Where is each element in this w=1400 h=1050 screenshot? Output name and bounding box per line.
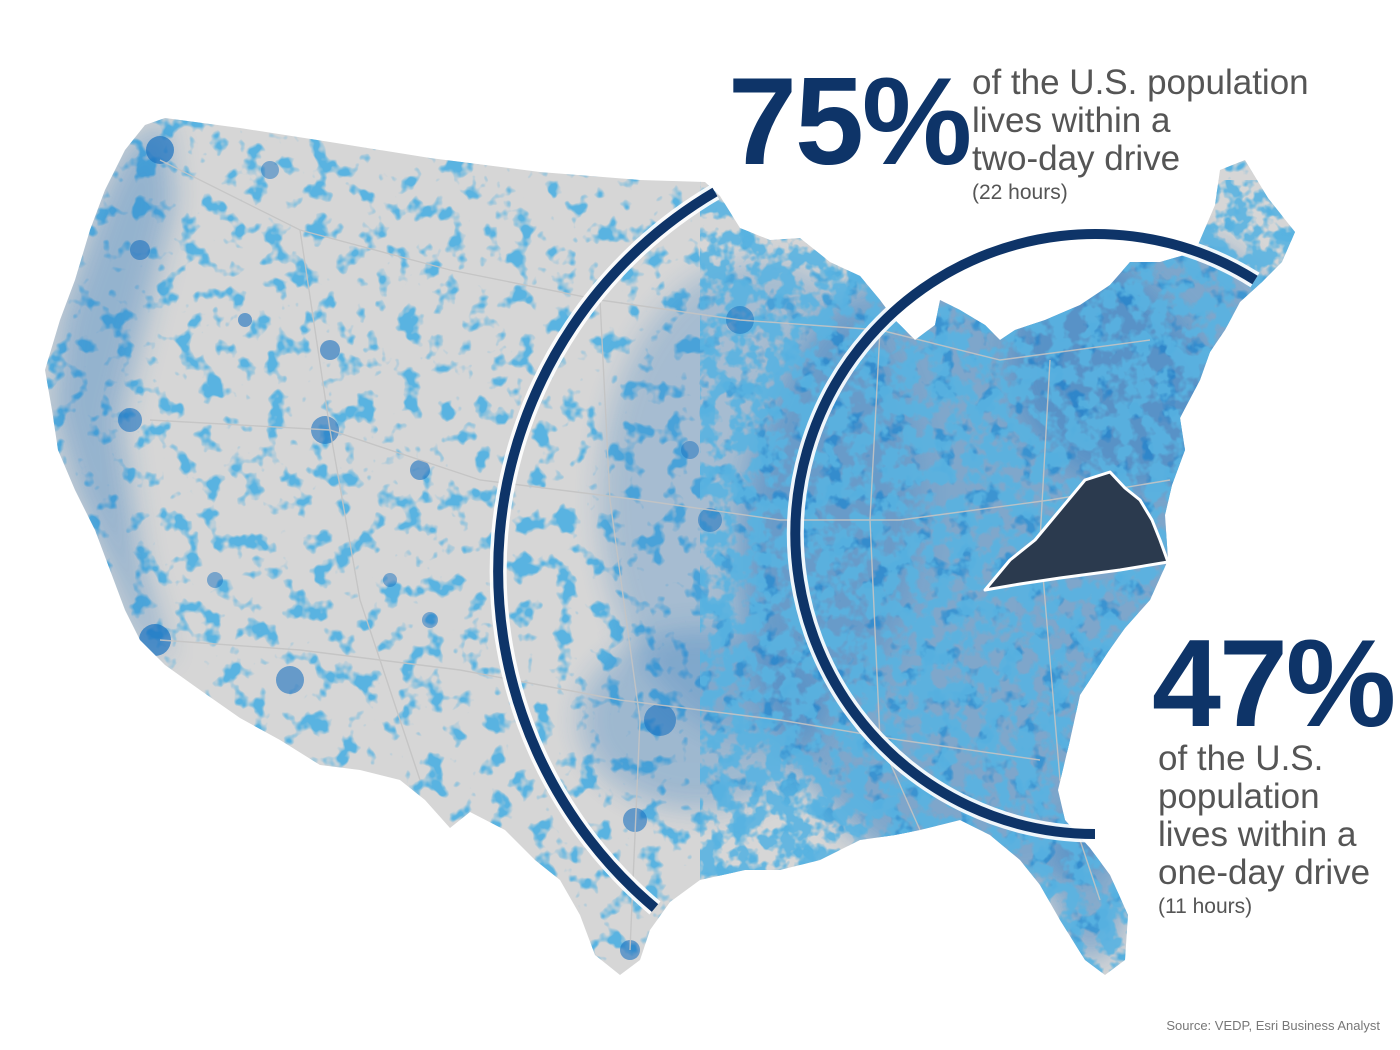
source-credit: Source: VEDP, Esri Business Analyst — [1166, 1018, 1380, 1033]
two-day-drive-ring — [489, 184, 720, 915]
virginia-shape — [983, 470, 1170, 592]
two-day-hours-note: (22 hours) — [972, 181, 1068, 204]
one-day-drive-percent: 47% — [1152, 615, 1396, 753]
two-day-drive-percent: 75% — [728, 53, 972, 191]
one-day-drive-description: of the U.S. population lives within a on… — [1158, 740, 1370, 922]
two-day-line-3: two-day drive — [972, 139, 1181, 178]
two-day-line-2: lives within a — [972, 101, 1171, 140]
one-day-line-2: population — [1158, 777, 1320, 816]
one-day-line-4: one-day drive — [1158, 853, 1371, 892]
one-day-line-1: of the U.S. — [1158, 739, 1324, 778]
one-day-hours-note: (11 hours) — [1158, 895, 1253, 918]
two-day-drive-description: of the U.S. population lives within a tw… — [972, 64, 1309, 208]
one-day-line-3: lives within a — [1158, 815, 1357, 854]
one-day-drive-ring — [786, 225, 1260, 843]
highway-network — [149, 159, 1171, 951]
two-day-line-1: of the U.S. population — [972, 63, 1309, 102]
